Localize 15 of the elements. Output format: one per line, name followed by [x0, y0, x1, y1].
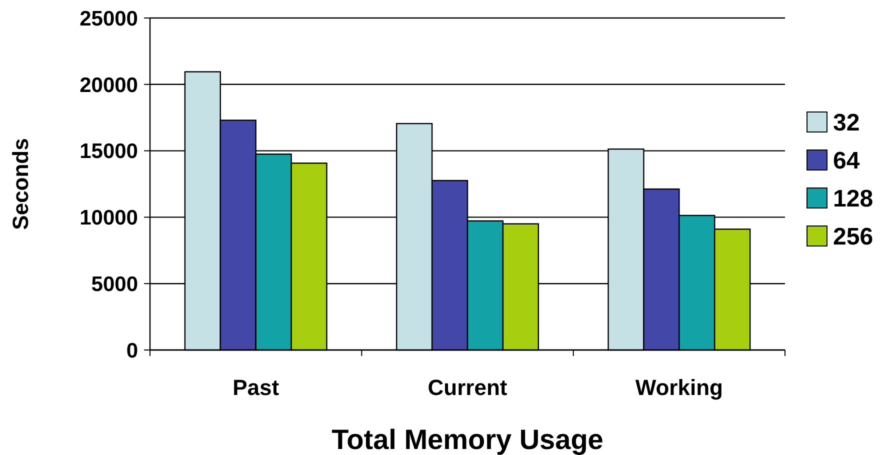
y-tick-label: 10000	[80, 206, 138, 230]
x-tick-label: Working	[635, 375, 723, 400]
y-axis-title: Seconds	[8, 138, 33, 230]
legend-label: 256	[833, 223, 874, 250]
y-tick-label: 15000	[80, 140, 138, 164]
x-tick-label: Past	[232, 375, 280, 400]
y-tick-label: 0	[126, 339, 138, 362]
y-tick-label: 20000	[80, 74, 138, 97]
legend-label: 128	[833, 185, 874, 212]
y-tick-label: 25000	[80, 7, 138, 30]
legend-label: 64	[833, 147, 860, 174]
y-tick-label: 5000	[91, 272, 138, 296]
legend-label: 32	[833, 109, 860, 136]
x-tick-label: Current	[428, 375, 508, 400]
x-axis-title: Total Memory Usage	[332, 424, 604, 455]
